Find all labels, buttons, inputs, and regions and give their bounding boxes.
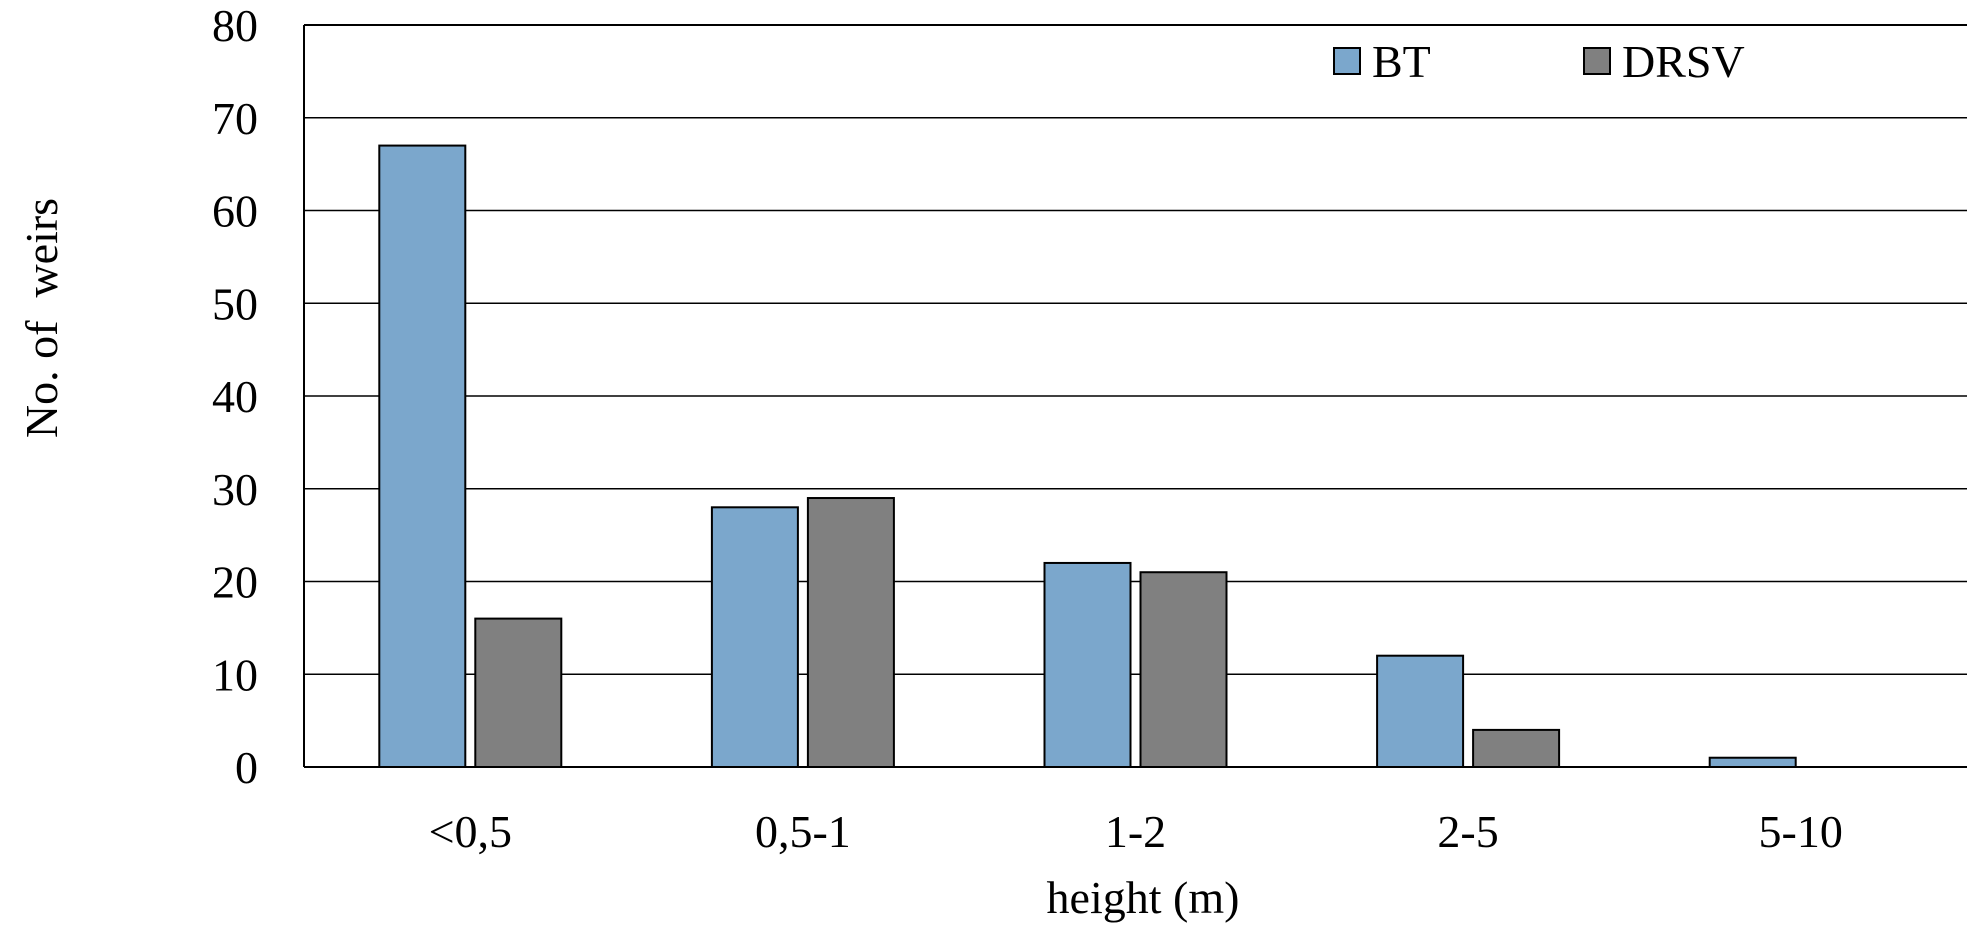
x-tick-label: 0,5-1 bbox=[755, 806, 851, 857]
x-tick-label: 1-2 bbox=[1105, 806, 1166, 857]
bar-bt bbox=[1376, 654, 1465, 769]
y-tick-label: 0 bbox=[235, 742, 258, 793]
x-tick-label: 2-5 bbox=[1437, 806, 1498, 857]
y-tick-labels: 0 10 20 30 40 50 60 70 80 bbox=[212, 0, 258, 793]
bar-drsv bbox=[1472, 728, 1561, 769]
axes bbox=[303, 24, 1967, 768]
y-tick-label: 40 bbox=[212, 371, 258, 422]
bar-bt bbox=[1708, 756, 1797, 768]
bar-drsv bbox=[806, 497, 895, 768]
y-axis-label: No. of weirs bbox=[16, 198, 67, 438]
legend-label-drsv: DRSV bbox=[1622, 36, 1745, 87]
legend-label-bt: BT bbox=[1372, 36, 1431, 87]
y-tick-label: 70 bbox=[212, 93, 258, 144]
gridlines bbox=[304, 24, 1967, 675]
bar-bt bbox=[710, 506, 799, 768]
y-tick-label: 10 bbox=[212, 649, 258, 700]
x-tick-label: <0,5 bbox=[429, 806, 512, 857]
y-tick-label: 30 bbox=[212, 464, 258, 515]
bar-bt bbox=[1043, 561, 1132, 769]
x-tick-label: 5-10 bbox=[1759, 806, 1843, 857]
bars bbox=[378, 144, 1797, 769]
y-tick-label: 80 bbox=[212, 0, 258, 51]
x-axis-label: height (m) bbox=[1047, 872, 1240, 923]
legend-swatch-drsv bbox=[1583, 47, 1611, 75]
y-tick-label: 20 bbox=[212, 557, 258, 608]
x-tick-labels: <0,5 0,5-1 1-2 2-5 5-10 bbox=[429, 806, 1843, 857]
y-tick-label: 50 bbox=[212, 278, 258, 329]
legend: BT DRSV bbox=[1333, 36, 1745, 87]
bar-drsv bbox=[1139, 571, 1228, 768]
legend-swatch-bt bbox=[1333, 47, 1361, 75]
bar-bt bbox=[378, 144, 467, 768]
bar-drsv bbox=[474, 617, 563, 768]
y-tick-label: 60 bbox=[212, 186, 258, 237]
